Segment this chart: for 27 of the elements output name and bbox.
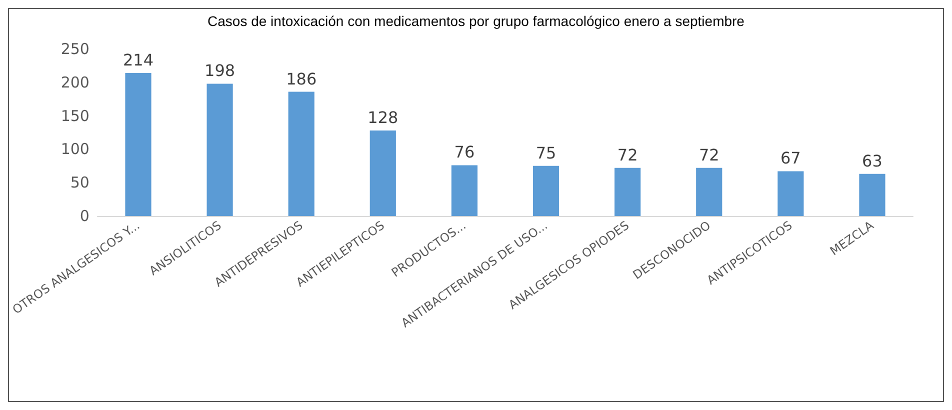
y-tick-label: 100 bbox=[60, 140, 90, 158]
bar bbox=[451, 165, 478, 216]
bar bbox=[532, 166, 560, 216]
bar bbox=[288, 92, 314, 216]
data-label: 186 bbox=[286, 69, 317, 88]
data-label: 63 bbox=[862, 151, 882, 170]
data-label: 128 bbox=[368, 108, 398, 127]
data-label: 76 bbox=[454, 142, 475, 162]
data-label: 75 bbox=[536, 143, 556, 162]
bar bbox=[859, 174, 886, 216]
bar bbox=[614, 168, 641, 216]
data-label: 67 bbox=[780, 148, 801, 168]
bar bbox=[696, 168, 722, 216]
y-tick-label: 250 bbox=[60, 40, 90, 58]
data-label: 198 bbox=[204, 61, 236, 80]
bar bbox=[206, 84, 233, 216]
y-tick-label: 50 bbox=[70, 174, 90, 192]
bar bbox=[370, 130, 396, 216]
bar bbox=[778, 171, 804, 216]
bar bbox=[125, 73, 152, 216]
chart-title: Casos de intoxicación con medicamentos por grupo farmacológico enero a septiembre bbox=[208, 13, 745, 29]
y-tick-label: 150 bbox=[60, 106, 90, 125]
data-label: 72 bbox=[698, 145, 720, 164]
y-tick-label: 0 bbox=[80, 207, 90, 225]
data-label: 214 bbox=[122, 50, 154, 70]
y-tick-label: 200 bbox=[60, 73, 90, 92]
data-label: 72 bbox=[617, 145, 638, 164]
